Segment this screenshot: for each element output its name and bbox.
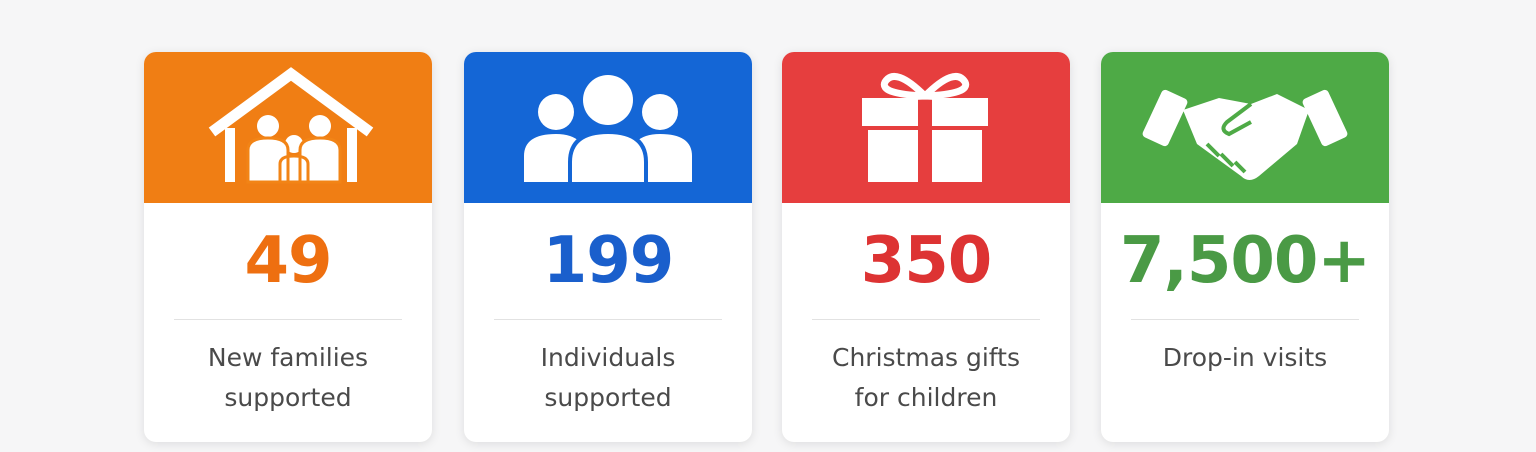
- stat-value: 199: [542, 224, 675, 298]
- label-line: supported: [224, 383, 352, 412]
- label-line: for children: [854, 383, 998, 412]
- divider: [812, 319, 1040, 320]
- label-line: Drop-in visits: [1162, 343, 1328, 372]
- label-line: New families: [207, 343, 369, 372]
- people-icon: [524, 75, 692, 186]
- stat-label: Drop-in visits: [1101, 338, 1389, 378]
- card-header: [1101, 52, 1389, 203]
- card-header: [782, 52, 1070, 203]
- card-header: [464, 52, 752, 203]
- stat-card: 49 New families supported: [144, 52, 432, 442]
- stat-value: 350: [860, 224, 993, 298]
- divider: [1131, 319, 1359, 320]
- stat-card: 350 Christmas gifts for children: [782, 52, 1070, 442]
- stat-card: 199 Individuals supported: [464, 52, 752, 442]
- stat-card: 7,500+ Drop-in visits: [1101, 52, 1389, 442]
- stat-value: 49: [244, 224, 332, 298]
- label-line: supported: [544, 383, 672, 412]
- handshake-icon: [1142, 89, 1348, 180]
- divider: [174, 319, 402, 320]
- stat-label: New families supported: [144, 338, 432, 418]
- house-family-icon: [208, 67, 374, 184]
- stat-value: 7,500+: [1119, 224, 1371, 298]
- gift-icon: [862, 72, 988, 182]
- card-header: [144, 52, 432, 203]
- divider: [494, 319, 722, 320]
- stat-label: Individuals supported: [464, 338, 752, 418]
- label-line: Christmas gifts: [831, 343, 1020, 372]
- label-line: Individuals: [540, 343, 676, 372]
- stat-label: Christmas gifts for children: [782, 338, 1070, 418]
